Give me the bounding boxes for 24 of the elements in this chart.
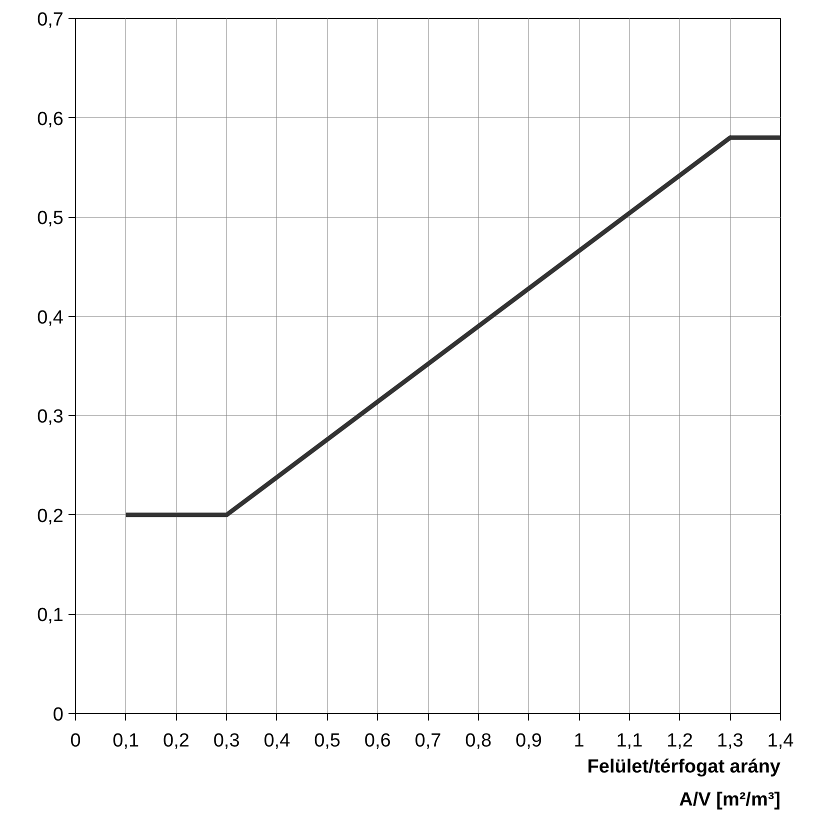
y-tick-label: 0,2 [37,506,64,527]
x-tick-label: 0,2 [163,730,190,752]
x-tick-label: 0,8 [465,730,492,752]
x-tick-label: 0,4 [264,730,291,752]
y-tick-label: 0,5 [37,208,64,230]
y-tick-label: 0,1 [37,605,64,626]
x-tick-label: 0,9 [516,730,542,752]
y-tick-label: 0,4 [37,307,64,328]
x-tick-label: 1,2 [666,730,693,752]
x-tick-label: 0,7 [414,730,442,752]
y-tick-label: 0 [52,704,64,726]
x-tick-label: 0,3 [213,730,240,752]
x-tick-label: 1 [574,730,584,752]
x-tick-label: 0,1 [112,730,140,752]
y-tick-label: 0,7 [37,10,64,30]
x-tick-label: 1,4 [767,730,794,752]
x-tick-label: 0,5 [314,730,340,752]
x-tick-label: 1,3 [716,730,744,752]
x-tick-label: 0,6 [364,730,391,752]
y-tick-label: 0,3 [37,406,64,428]
x-axis-title: Felület/térfogat arány A/V [m²/m³] [587,756,781,810]
y-tick-label: 0,6 [37,108,64,130]
x-tick-label: 0 [70,730,81,752]
x-tick-label: 1,1 [616,730,643,752]
